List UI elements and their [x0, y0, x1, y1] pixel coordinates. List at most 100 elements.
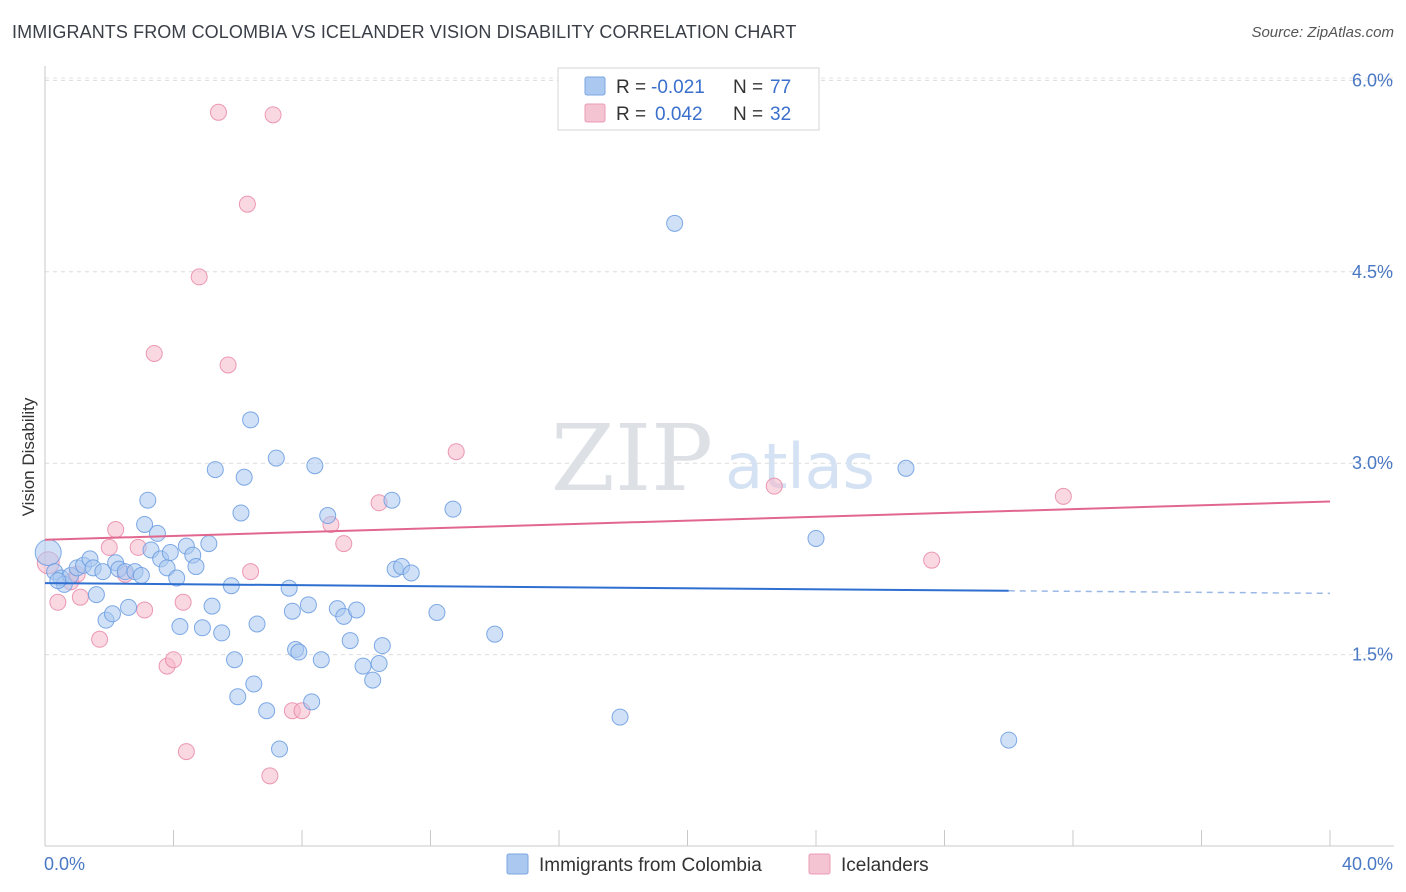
point-icelanders [107, 521, 125, 539]
y-tick-label: 6.0% [1352, 70, 1393, 90]
watermark-zip: ZIP [551, 405, 713, 512]
point-colombia [897, 459, 915, 477]
point-colombia [136, 515, 154, 533]
point-colombia [1000, 731, 1018, 749]
tick-labels: 1.5% 3.0% 4.5% 6.0% 0.0% 40.0% [44, 70, 1393, 874]
y-tick-label: 3.0% [1352, 453, 1393, 473]
trend-lines [44, 500, 1331, 595]
zipatlas-watermark: ZIP atlas [551, 405, 875, 512]
legend-n-label-icelanders: N = [733, 104, 763, 125]
point-icelanders [219, 356, 237, 374]
point-icelanders [242, 563, 260, 581]
point-colombia [807, 529, 825, 547]
legend-n-label-colombia: N = [733, 77, 763, 98]
legend-swatch-icelanders [584, 103, 606, 123]
series-legend: Immigrants from Colombia Icelanders [506, 853, 929, 876]
point-colombia [248, 615, 266, 633]
point-icelanders [1054, 487, 1072, 505]
point-colombia [139, 491, 157, 509]
point-colombia [319, 507, 337, 525]
point-colombia [290, 643, 308, 661]
point-colombia [402, 564, 420, 582]
point-icelanders [209, 103, 227, 121]
point-colombia [193, 619, 211, 637]
trend-line-icelanders [44, 500, 1331, 541]
point-colombia [354, 657, 372, 675]
chart-title: IMMIGRANTS FROM COLOMBIA VS ICELANDER VI… [12, 22, 797, 42]
point-colombia [242, 411, 260, 429]
source-credit: Source: ZipAtlas.com [1251, 24, 1394, 41]
point-colombia [341, 632, 359, 650]
point-colombia [271, 740, 289, 758]
legend-r-value-icelanders: 0.042 [655, 104, 703, 125]
point-colombia [187, 558, 205, 576]
x-tick-label: 40.0% [1342, 854, 1393, 874]
point-colombia [213, 624, 231, 642]
series-legend-label-colombia: Immigrants from Colombia [539, 855, 762, 876]
point-colombia [222, 577, 240, 595]
point-icelanders [261, 767, 279, 785]
point-colombia [299, 596, 317, 614]
legend-r-label-colombia: R = [616, 77, 646, 98]
point-icelanders [174, 593, 192, 611]
point-icelanders [177, 743, 195, 761]
point-colombia [49, 572, 67, 590]
y-tick-label: 4.5% [1352, 262, 1393, 282]
point-colombia [120, 598, 138, 616]
series-legend-label-icelanders: Icelanders [841, 855, 929, 876]
point-colombia [87, 586, 105, 604]
point-icelanders [190, 268, 208, 286]
point-colombia [303, 693, 321, 711]
point-colombia [267, 449, 285, 467]
correlation-legend: R = -0.021 N = 77 R = 0.042 N = 32 [557, 67, 820, 131]
point-colombia [666, 214, 684, 232]
point-colombia [611, 708, 629, 726]
point-colombia [148, 524, 166, 542]
watermark-atlas: atlas [725, 430, 875, 503]
point-icelanders [264, 106, 282, 124]
point-colombia [306, 457, 324, 475]
point-icelanders [49, 593, 67, 611]
data-points [34, 103, 1072, 785]
point-colombia [245, 675, 263, 693]
point-colombia [200, 535, 218, 553]
point-icelanders [145, 344, 163, 362]
point-icelanders [238, 195, 256, 213]
point-colombia [364, 671, 382, 689]
point-colombia [280, 579, 298, 597]
point-colombia [373, 637, 391, 655]
point-colombia [171, 618, 189, 636]
point-icelanders [165, 651, 182, 669]
point-icelanders [765, 477, 783, 495]
point-colombia [383, 491, 401, 509]
point-icelanders [923, 551, 941, 569]
trend-line-colombia-extension [1008, 590, 1331, 595]
point-icelanders [71, 588, 89, 606]
point-colombia [348, 601, 366, 619]
point-colombia [161, 544, 179, 562]
point-icelanders [91, 630, 109, 648]
series-legend-swatch-icelanders [808, 853, 831, 875]
point-colombia [232, 504, 250, 522]
point-colombia [235, 468, 253, 486]
point-colombia [168, 569, 186, 587]
y-axis-label: Vision Disability [19, 397, 38, 516]
point-colombia [370, 655, 388, 673]
legend-swatch-colombia [584, 76, 606, 96]
point-icelanders [100, 538, 118, 556]
point-icelanders [335, 535, 353, 553]
point-colombia [229, 688, 247, 706]
point-colombia [132, 566, 150, 584]
legend-r-label-icelanders: R = [616, 104, 646, 125]
point-colombia [444, 500, 462, 518]
legend-n-value-colombia: 77 [770, 77, 791, 98]
point-colombia [34, 539, 62, 567]
point-colombia [206, 461, 224, 479]
axes [44, 66, 1394, 847]
point-colombia [258, 702, 276, 720]
point-colombia [283, 602, 301, 620]
legend-n-value-icelanders: 32 [770, 104, 791, 125]
point-colombia [486, 625, 504, 643]
x-tick-label: 0.0% [44, 854, 85, 874]
point-icelanders [447, 443, 465, 461]
